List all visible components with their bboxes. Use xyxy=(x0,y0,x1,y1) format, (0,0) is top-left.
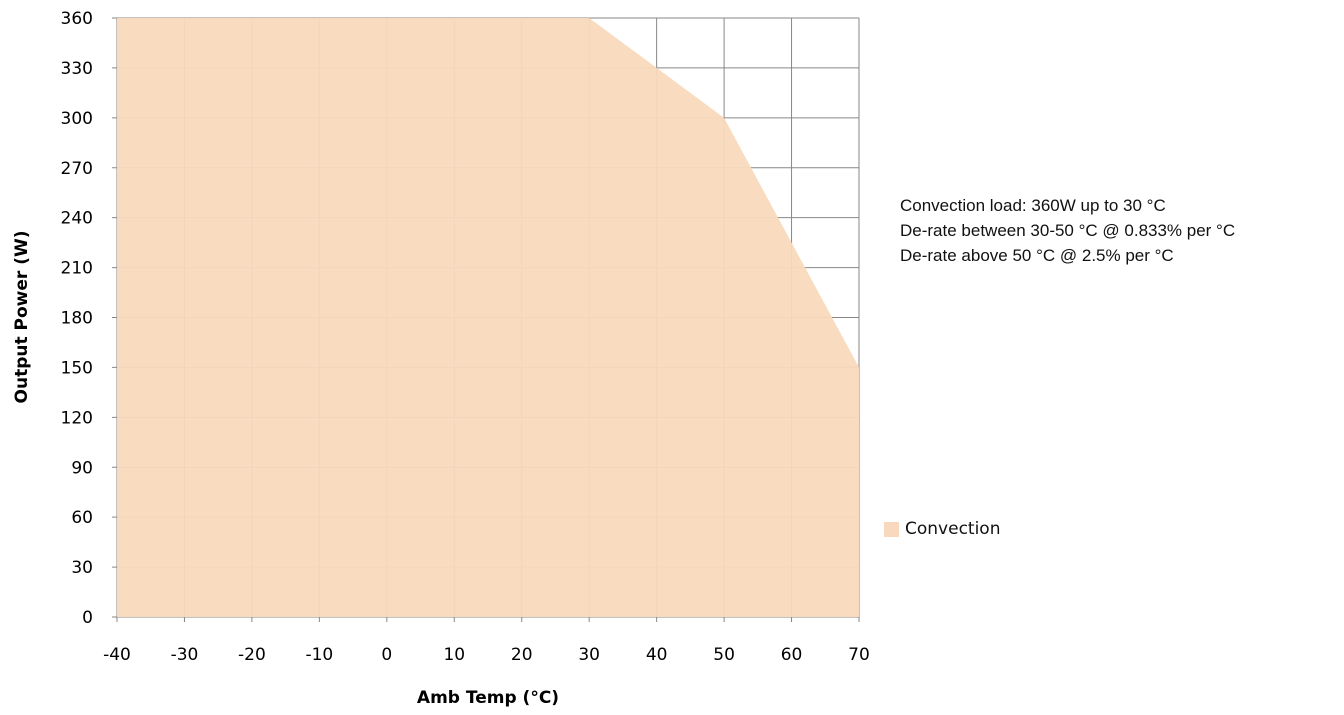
x-tick-label: -10 xyxy=(305,645,333,665)
x-tick-label: 10 xyxy=(443,645,465,665)
y-tick-label: 90 xyxy=(71,458,93,478)
y-tick-label: 0 xyxy=(82,608,93,628)
y-tick-label: 240 xyxy=(61,209,93,229)
y-tick-label: 360 xyxy=(61,9,93,29)
x-axis-ticks: -40 -30 -20 -10 0 10 20 30 40 50 60 70 xyxy=(103,645,870,665)
x-tick-label: 20 xyxy=(511,645,533,665)
y-tick-label: 150 xyxy=(61,358,93,378)
x-tick-label: 0 xyxy=(381,645,392,665)
legend-label-convection: Convection xyxy=(905,519,1001,539)
y-tick-label: 210 xyxy=(61,259,93,279)
x-axis-title: Amb Temp (°C) xyxy=(417,688,559,708)
y-tick-label: 270 xyxy=(61,159,93,179)
x-tick-label: -30 xyxy=(171,645,199,665)
series-area-convection xyxy=(117,18,859,617)
x-tick-label: 70 xyxy=(848,645,870,665)
note-line-1: Convection load: 360W up to 30 °C xyxy=(900,196,1166,215)
x-tick-label: 30 xyxy=(578,645,600,665)
derating-notes: Convection load: 360W up to 30 °C De-rat… xyxy=(900,193,1235,268)
x-tick-label: 60 xyxy=(781,645,803,665)
y-tick-label: 120 xyxy=(61,408,93,428)
y-tick-label: 60 xyxy=(71,508,93,528)
x-tick-label: -20 xyxy=(238,645,266,665)
note-line-3: De-rate above 50 °C @ 2.5% per °C xyxy=(900,246,1174,265)
y-axis-ticks: 0 30 60 90 120 150 180 210 240 270 300 330 360 xyxy=(61,9,93,628)
y-tick-label: 180 xyxy=(61,309,93,329)
x-tick-label: -40 xyxy=(103,645,131,665)
y-tick-label: 300 xyxy=(61,109,93,129)
x-tick-label: 50 xyxy=(713,645,735,665)
legend-swatch-convection xyxy=(884,521,899,537)
x-tick-label: 40 xyxy=(646,645,668,665)
note-line-2: De-rate between 30-50 °C @ 0.833% per °C xyxy=(900,221,1236,240)
legend: Convection xyxy=(884,519,1000,539)
y-axis-title: Output Power (W) xyxy=(12,231,32,404)
y-tick-label: 330 xyxy=(61,59,93,79)
y-tick-label: 30 xyxy=(71,558,93,578)
